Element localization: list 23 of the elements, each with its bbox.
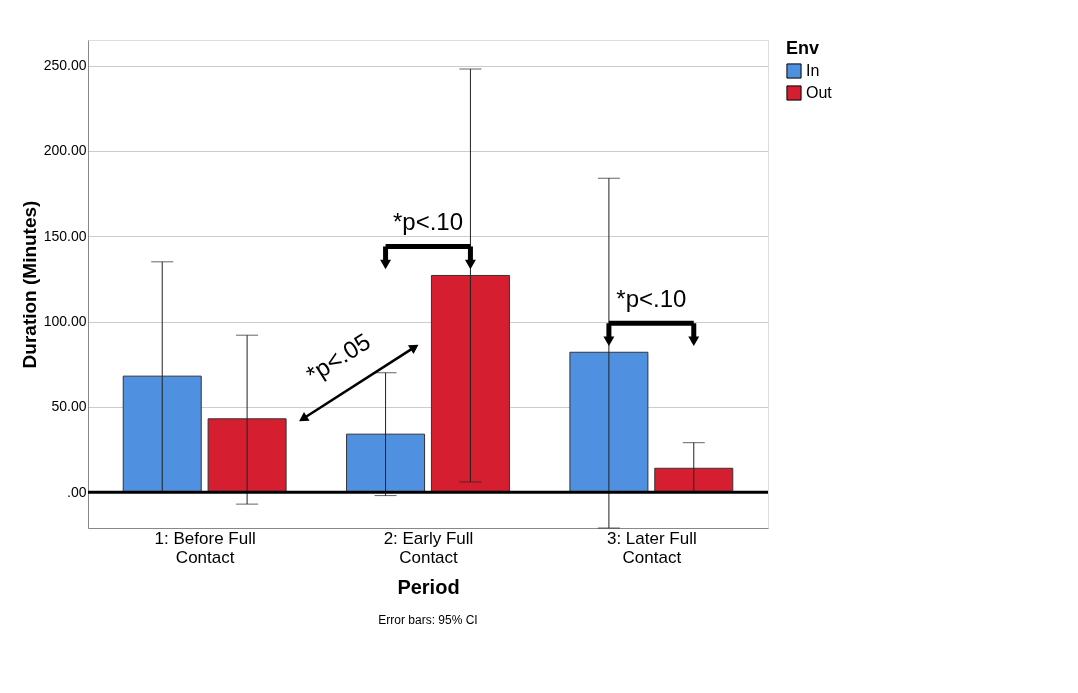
y-tick-label: 200.00 (43, 142, 87, 159)
bar (346, 433, 426, 493)
y-axis-title: Duration (Minutes) (18, 200, 40, 369)
x-tick-label: 3: Later Full Contact (606, 528, 697, 567)
y-tick-label: 100.00 (43, 313, 87, 330)
y-tick-label: 250.00 (43, 57, 87, 74)
bar (207, 418, 287, 493)
x-axis-title: Period (397, 575, 460, 598)
legend-title: Env (786, 38, 820, 58)
text: Error bars: 95% CI (378, 613, 478, 627)
legend-label: Out (806, 84, 833, 101)
bar (430, 274, 510, 493)
bar (654, 467, 734, 493)
annotation: *p<.10 (392, 208, 464, 236)
annotation: *p<.10 (616, 285, 687, 313)
legend-label: In (806, 62, 820, 79)
y-tick-label: 150.00 (43, 227, 87, 244)
y-tick-label: 50.00 (51, 398, 87, 415)
x-tick-label: 1: Before Full Contact (154, 528, 256, 567)
x-tick-label: 2: Early Full Contact (383, 528, 474, 567)
bar (122, 375, 202, 493)
y-tick-label: .00 (67, 483, 87, 500)
bar (569, 351, 649, 493)
